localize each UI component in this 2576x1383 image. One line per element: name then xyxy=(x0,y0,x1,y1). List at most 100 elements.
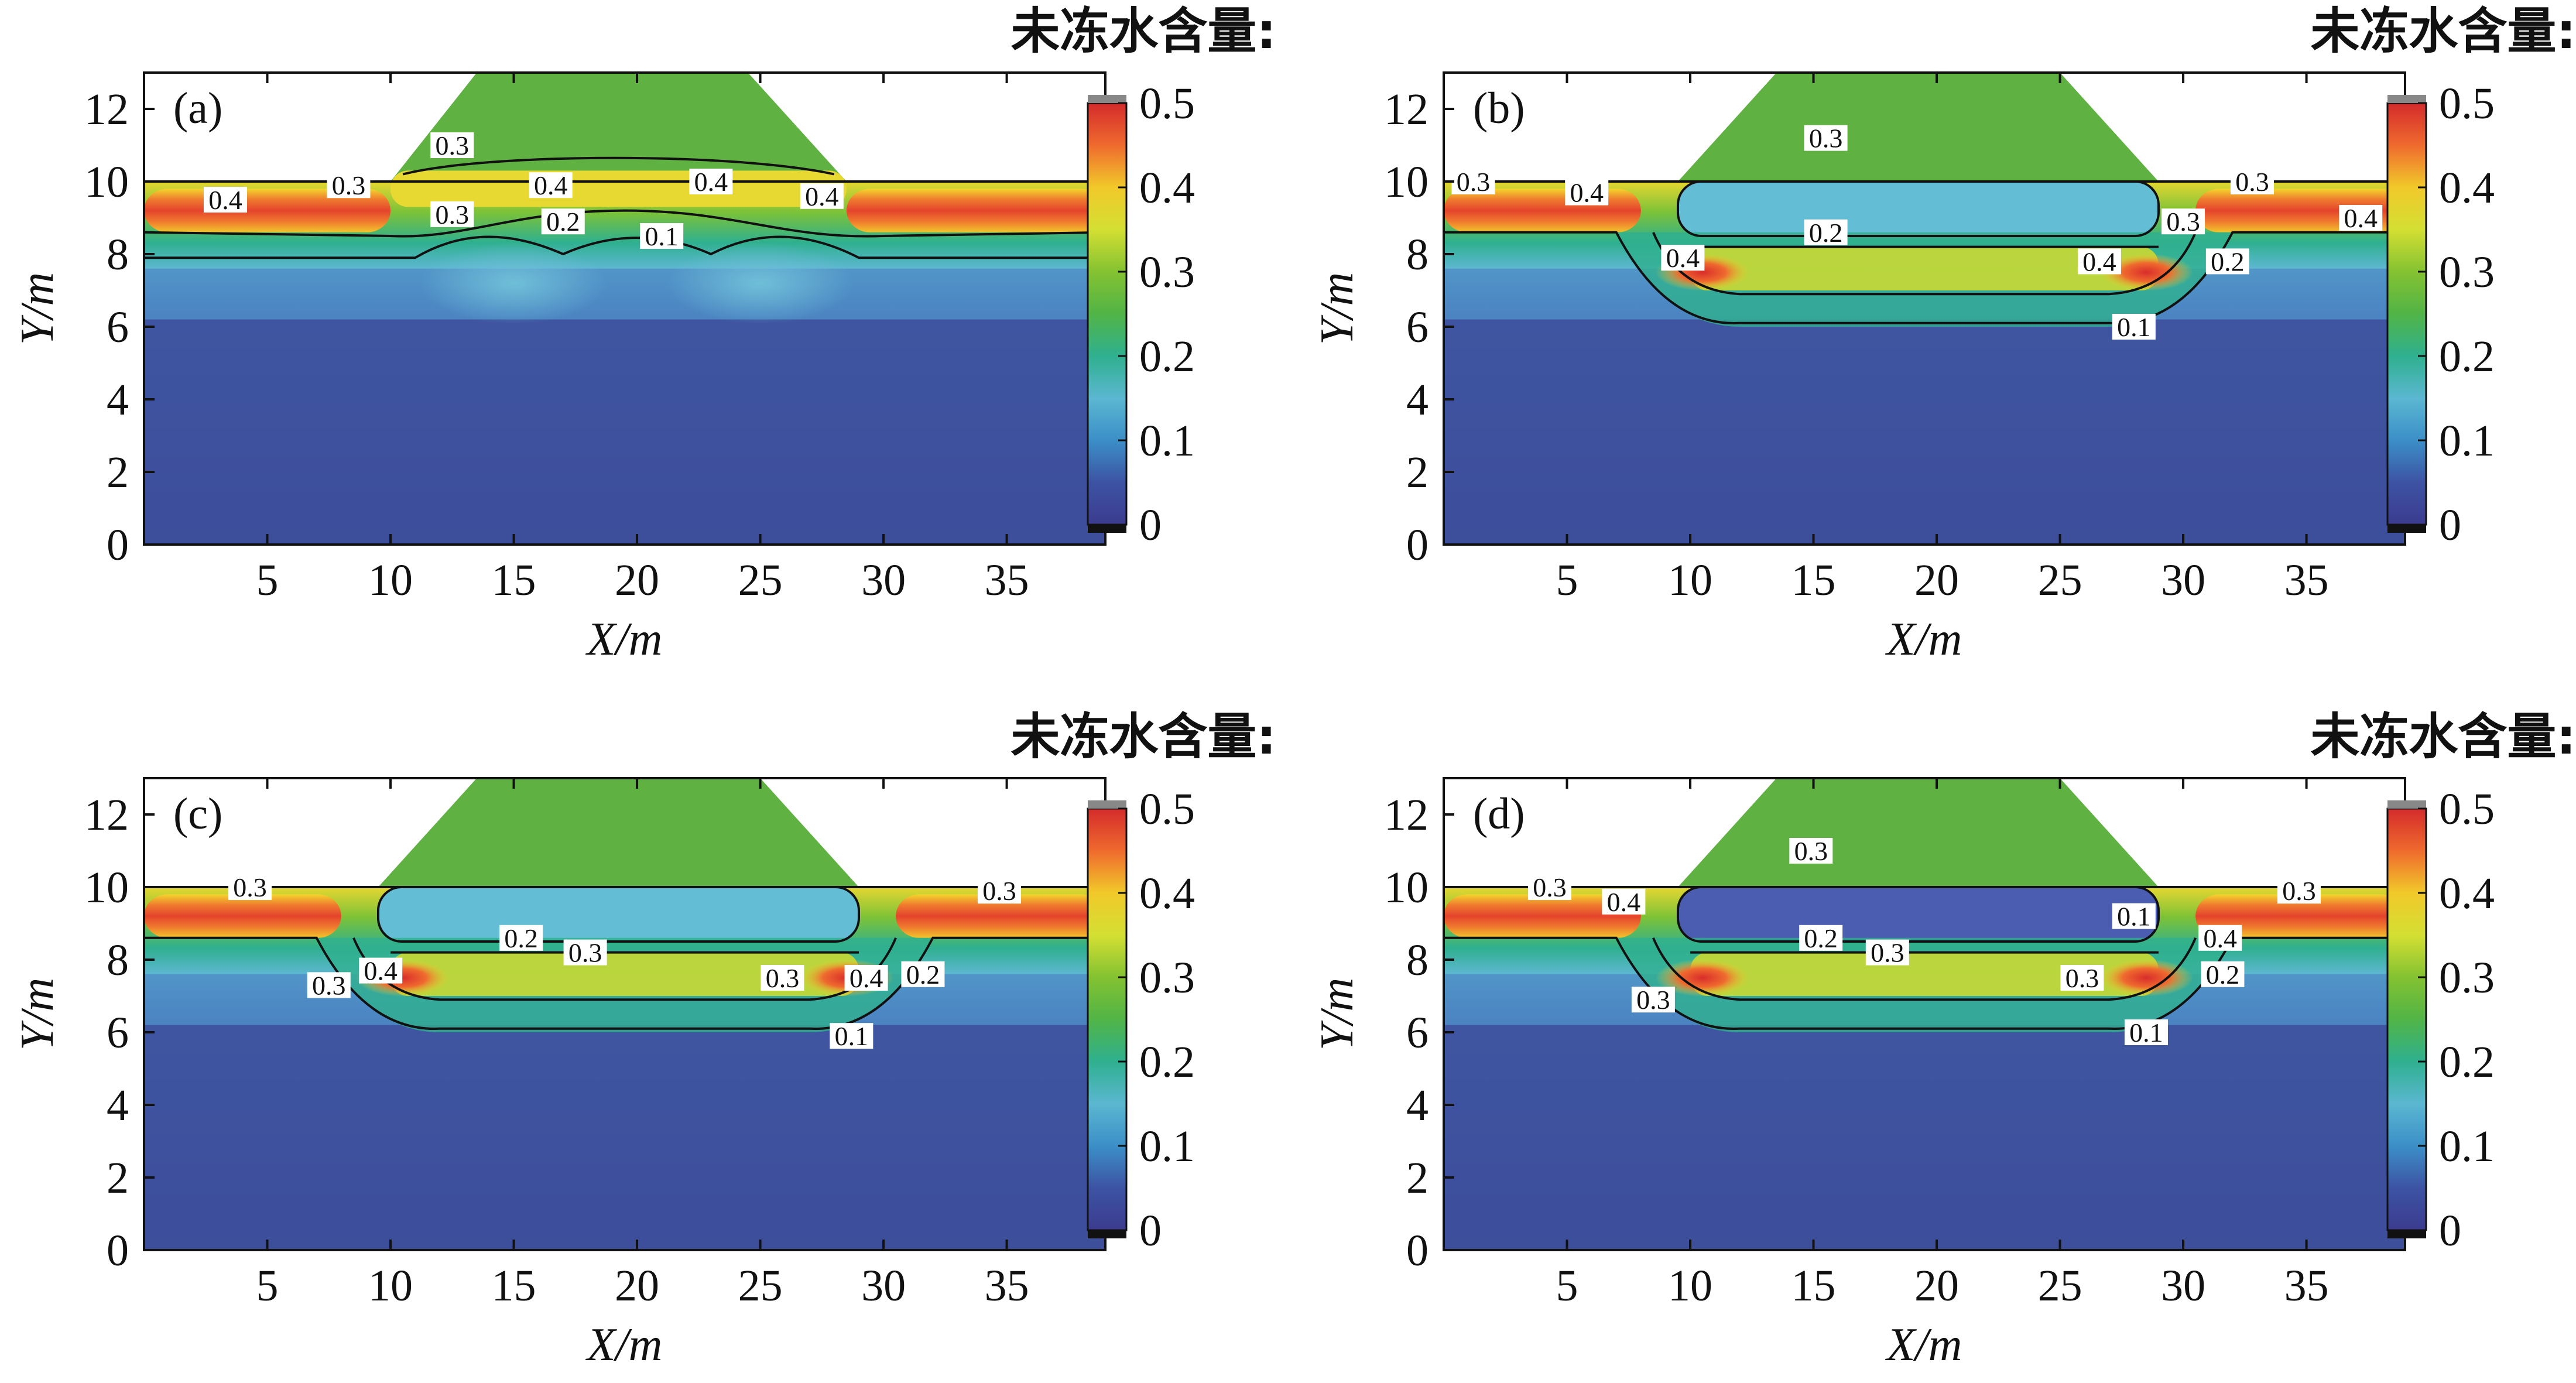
right-thaw-band xyxy=(846,189,1105,232)
y-tick-label: 10 xyxy=(1384,863,1429,912)
contour-label-box xyxy=(800,183,844,209)
y-tick-label: 8 xyxy=(107,936,129,985)
colorbar-tick-label: 0.3 xyxy=(1139,953,1195,1002)
contour-label-box xyxy=(529,172,573,198)
contour-label-box xyxy=(689,169,733,194)
deep-soil xyxy=(1444,319,2405,545)
embankment xyxy=(390,73,847,182)
colorbar-tick-label: 0.3 xyxy=(2439,953,2495,1002)
contour-field: 0.3 0.4 0.3 0.2 0.4 0.4 0.3 0.3 0.4 0.2 0.1 xyxy=(1444,73,2405,545)
x-tick-label: 20 xyxy=(1914,1261,1959,1310)
colorbar-tick-label: 0.1 xyxy=(2439,1122,2495,1171)
y-axis-label: Y/m xyxy=(1311,978,1363,1051)
contour-label-box xyxy=(228,874,272,900)
contour-field: 0.3 0.4 0.3 0.1 0.2 0.3 0.3 0.3 0.4 0.2 0.1 0.3 xyxy=(1444,778,2405,1250)
contour-label-box xyxy=(2077,248,2121,275)
y-tick-label: 2 xyxy=(107,448,129,497)
contour-label: 0.3 xyxy=(2166,207,2200,237)
colorbar-bottom-cap xyxy=(2387,1230,2426,1238)
embankment xyxy=(378,778,859,887)
contour-label-box xyxy=(2112,314,2156,340)
x-tick-label: 35 xyxy=(985,556,1029,605)
x-tick-label: 25 xyxy=(2038,556,2082,605)
contour-label-box xyxy=(1804,219,1848,245)
contour-line xyxy=(144,209,1105,238)
panel-label: (d) xyxy=(1473,789,1525,838)
colorbar-tick-label: 0 xyxy=(2439,501,2461,550)
x-tick-label: 25 xyxy=(738,1261,783,1310)
contour-label: 0.2 xyxy=(2206,960,2240,990)
chart-panel: 0.3 0.4 0.3 0.1 0.2 0.3 0.3 0.3 0.4 0.2 0.1 0.3 5 10 1… xyxy=(1311,708,2576,1371)
contour-label: 0.3 xyxy=(766,963,800,993)
contour-label-box xyxy=(307,972,351,998)
hotspot xyxy=(2099,959,2193,997)
origin-label: 0 xyxy=(107,1226,129,1275)
contour-label-box xyxy=(1661,245,1705,271)
contour-label: 0.3 xyxy=(2235,167,2269,197)
x-tick-label: 10 xyxy=(368,556,413,605)
colorbar-tick-label: 0.5 xyxy=(1139,79,1195,128)
contour-label: 0.4 xyxy=(2344,203,2378,233)
contour-label-box xyxy=(1631,987,1675,1013)
colorbar-tick-label: 0.5 xyxy=(2439,785,2495,834)
contour-field: 0.4 0.3 0.3 0.3 0.4 0.2 0.4 0.1 0.4 xyxy=(144,73,1105,545)
contour-label: 0.3 xyxy=(1809,124,1843,153)
contour-label: 0.2 xyxy=(2211,247,2245,276)
contour-label: 0.1 xyxy=(2117,902,2151,932)
colorbar-top-cap xyxy=(2387,95,2426,103)
contour-label-box xyxy=(977,878,1021,904)
contour-label: 0.2 xyxy=(546,207,580,237)
contour-label-box xyxy=(1565,179,1609,206)
thaw-bulb-core xyxy=(390,952,859,996)
right-thaw-band xyxy=(896,894,1105,938)
colorbar-bottom-cap xyxy=(1088,525,1126,533)
colorbar-tick-label: 0.4 xyxy=(2439,869,2495,918)
contour-label: 0.3 xyxy=(2282,876,2316,906)
y-axis-label: Y/m xyxy=(1311,272,1363,345)
deep-soil xyxy=(1444,1025,2405,1250)
y-tick-label: 2 xyxy=(1406,448,1429,497)
contour-label-box xyxy=(2112,903,2156,929)
origin-label: 0 xyxy=(107,521,129,570)
colorbar-tick-label: 0.4 xyxy=(1139,869,1195,918)
x-tick-label: 15 xyxy=(492,1261,536,1310)
chart-panel: 0.4 0.30.30.30.40.20.40.10.45 10 15 20 25 30 35… xyxy=(12,2,1276,665)
contour-label-box xyxy=(901,961,945,987)
colorbar-tick-label: 0.5 xyxy=(2439,79,2495,128)
contour-label: 0.3 xyxy=(2065,963,2099,993)
contour-label: 0.4 xyxy=(694,167,728,197)
origin-label: 0 xyxy=(1406,1226,1429,1275)
colorbar-top-cap xyxy=(1088,95,1126,103)
contour-label-box xyxy=(1602,888,1646,915)
x-tick-label: 35 xyxy=(2284,556,2329,605)
x-tick-label: 10 xyxy=(1668,1261,1712,1310)
colorbar-top-cap xyxy=(1088,800,1126,809)
contour-label-box xyxy=(640,223,684,249)
colorbar-tick-label: 0.2 xyxy=(2439,332,2495,381)
colorbar-tick-label: 0.2 xyxy=(2439,1038,2495,1087)
contour-label: 0.3 xyxy=(332,170,366,200)
y-tick-label: 4 xyxy=(1406,1081,1429,1130)
colorbar-tick-label: 0.4 xyxy=(2439,163,2495,213)
thaw-bulb-core xyxy=(1690,952,2159,996)
contour-label: 0.3 xyxy=(1636,985,1670,1015)
y-tick-label: 4 xyxy=(1406,375,1429,425)
contour-label: 0.1 xyxy=(835,1021,869,1051)
contour-label: 0.3 xyxy=(1794,836,1828,866)
x-axis-label: X/m xyxy=(585,1319,663,1371)
colorbar-tick-label: 0.5 xyxy=(1139,785,1195,834)
frozen-core xyxy=(1677,887,2159,942)
y-tick-label: 2 xyxy=(1406,1153,1429,1203)
y-tick-label: 6 xyxy=(1406,1008,1429,1057)
cold-core xyxy=(420,242,608,324)
contour-label: 0.3 xyxy=(1533,872,1567,902)
y-tick-label: 4 xyxy=(107,375,129,425)
contour-label: 0.3 xyxy=(436,131,470,160)
x-tick-label: 5 xyxy=(256,1261,279,1310)
colorbar-tick-label: 0.1 xyxy=(2439,416,2495,465)
contour-label-box xyxy=(1865,939,1909,966)
x-tick-label: 15 xyxy=(1791,1261,1836,1310)
x-tick-label: 30 xyxy=(861,556,906,605)
contour-label: 0.3 xyxy=(568,938,602,968)
colorbar-tick-label: 0.2 xyxy=(1139,1038,1195,1087)
